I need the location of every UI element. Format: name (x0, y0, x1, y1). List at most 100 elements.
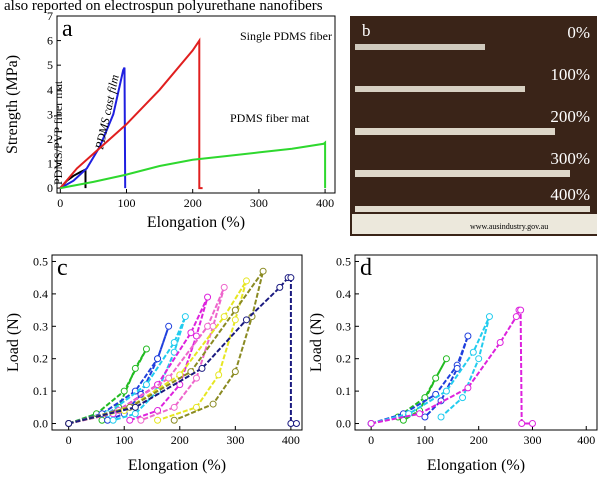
data-point (170, 339, 178, 346)
x-tick-label: 200 (171, 433, 189, 447)
y-tick-label: 0 (47, 181, 53, 195)
x-tick-label: 200 (470, 433, 488, 447)
data-point (442, 355, 450, 363)
data-point (287, 274, 295, 282)
strain-label: 100% (550, 65, 590, 84)
plot-frame (56, 15, 336, 194)
y-tick-label: 0.3 (336, 319, 351, 333)
data-point (231, 306, 239, 314)
x-tick-label: 0 (368, 433, 374, 447)
series-line (370, 335, 469, 425)
y-tick-label: 0.2 (33, 352, 48, 366)
strip (355, 206, 590, 212)
data-point (432, 374, 440, 382)
data-point (131, 403, 139, 411)
data-point (154, 355, 162, 363)
y-tick-label: 0.1 (33, 384, 48, 398)
data-point (170, 403, 178, 411)
photo-panel: b 0% 100% 200% 300% 400% www.ausindustry… (350, 16, 597, 236)
data-point (231, 368, 239, 376)
data-point (220, 283, 228, 291)
x-axis-title: Elongation (%) (427, 457, 525, 474)
series-line (68, 316, 187, 425)
data-point (485, 313, 493, 321)
series-line (370, 316, 491, 425)
y-tick-label: 0.4 (33, 287, 48, 301)
y-tick-label: 4 (47, 83, 53, 97)
data-point (442, 387, 450, 395)
x-tick-label: 0 (57, 196, 63, 210)
y-axis-title: Strength (MPa) (4, 55, 21, 154)
data-point (528, 420, 536, 428)
data-point (170, 416, 178, 424)
y-axis-title: Load (N) (308, 313, 325, 372)
data-point (154, 416, 162, 424)
y-tick-label: 7 (47, 9, 53, 23)
series-name: PDMS fiber mat (230, 111, 310, 125)
caption-fragment: also reported on electrospun polyurethan… (4, 0, 323, 14)
y-tick-label: 3 (47, 107, 53, 121)
ruler-text: www.ausindustry.gov.au (470, 222, 548, 231)
strip (355, 86, 525, 92)
y-tick-label: 0.5 (33, 254, 48, 268)
panel-label: d (360, 255, 372, 281)
data-point (437, 413, 445, 421)
y-tick-label: 0.0 (336, 417, 351, 431)
y-tick-label: 0.3 (33, 319, 48, 333)
photo-background (350, 16, 597, 236)
data-point (464, 384, 472, 392)
data-point (464, 332, 472, 340)
strain-label: 200% (550, 107, 590, 126)
data-point (65, 420, 73, 428)
data-point (120, 387, 128, 395)
panel-label: a (62, 16, 73, 42)
x-tick-label: 300 (523, 433, 541, 447)
data-point (421, 394, 429, 402)
data-point (187, 329, 195, 337)
strip (355, 128, 555, 135)
data-point (469, 348, 477, 356)
y-tick-label: 0.4 (336, 287, 351, 301)
series-line (68, 276, 297, 425)
data-point (209, 400, 217, 408)
series-line (68, 270, 265, 425)
data-point (220, 313, 228, 321)
data-point (453, 364, 461, 372)
data-point (517, 306, 525, 314)
series-line (59, 37, 203, 190)
series-name: Single PDMS fiber (240, 29, 332, 43)
x-tick-label: 400 (577, 433, 595, 447)
data-point (231, 316, 239, 324)
x-tick-label: 0 (66, 433, 72, 447)
data-point (204, 293, 212, 301)
data-point (367, 420, 375, 428)
x-tick-label: 100 (118, 196, 136, 210)
y-tick-label: 0.2 (336, 352, 351, 366)
x-tick-label: 300 (226, 433, 244, 447)
x-tick-label: 400 (316, 196, 334, 210)
x-axis-title: Elongation (%) (128, 457, 226, 474)
data-point (192, 374, 200, 382)
data-point (126, 416, 134, 424)
data-point (276, 283, 284, 291)
data-point (242, 277, 250, 285)
data-point (131, 364, 139, 372)
y-tick-label: 6 (47, 34, 53, 48)
data-point (242, 316, 250, 324)
series-name: PDMS/PVP fiber mat (51, 80, 65, 185)
panel-label: b (362, 21, 371, 40)
strain-label: 0% (567, 23, 590, 42)
data-point (142, 381, 150, 389)
data-point (496, 339, 504, 346)
y-tick-label: 0.0 (33, 417, 48, 431)
y-tick-label: 0.5 (336, 254, 351, 268)
y-tick-label: 1 (47, 157, 53, 171)
x-tick-label: 400 (282, 433, 300, 447)
strain-label: 300% (550, 149, 590, 168)
y-tick-label: 2 (47, 132, 53, 146)
series-line (60, 140, 327, 190)
x-tick-label: 100 (115, 433, 133, 447)
panel-label: c (57, 255, 68, 281)
data-point (198, 364, 206, 372)
